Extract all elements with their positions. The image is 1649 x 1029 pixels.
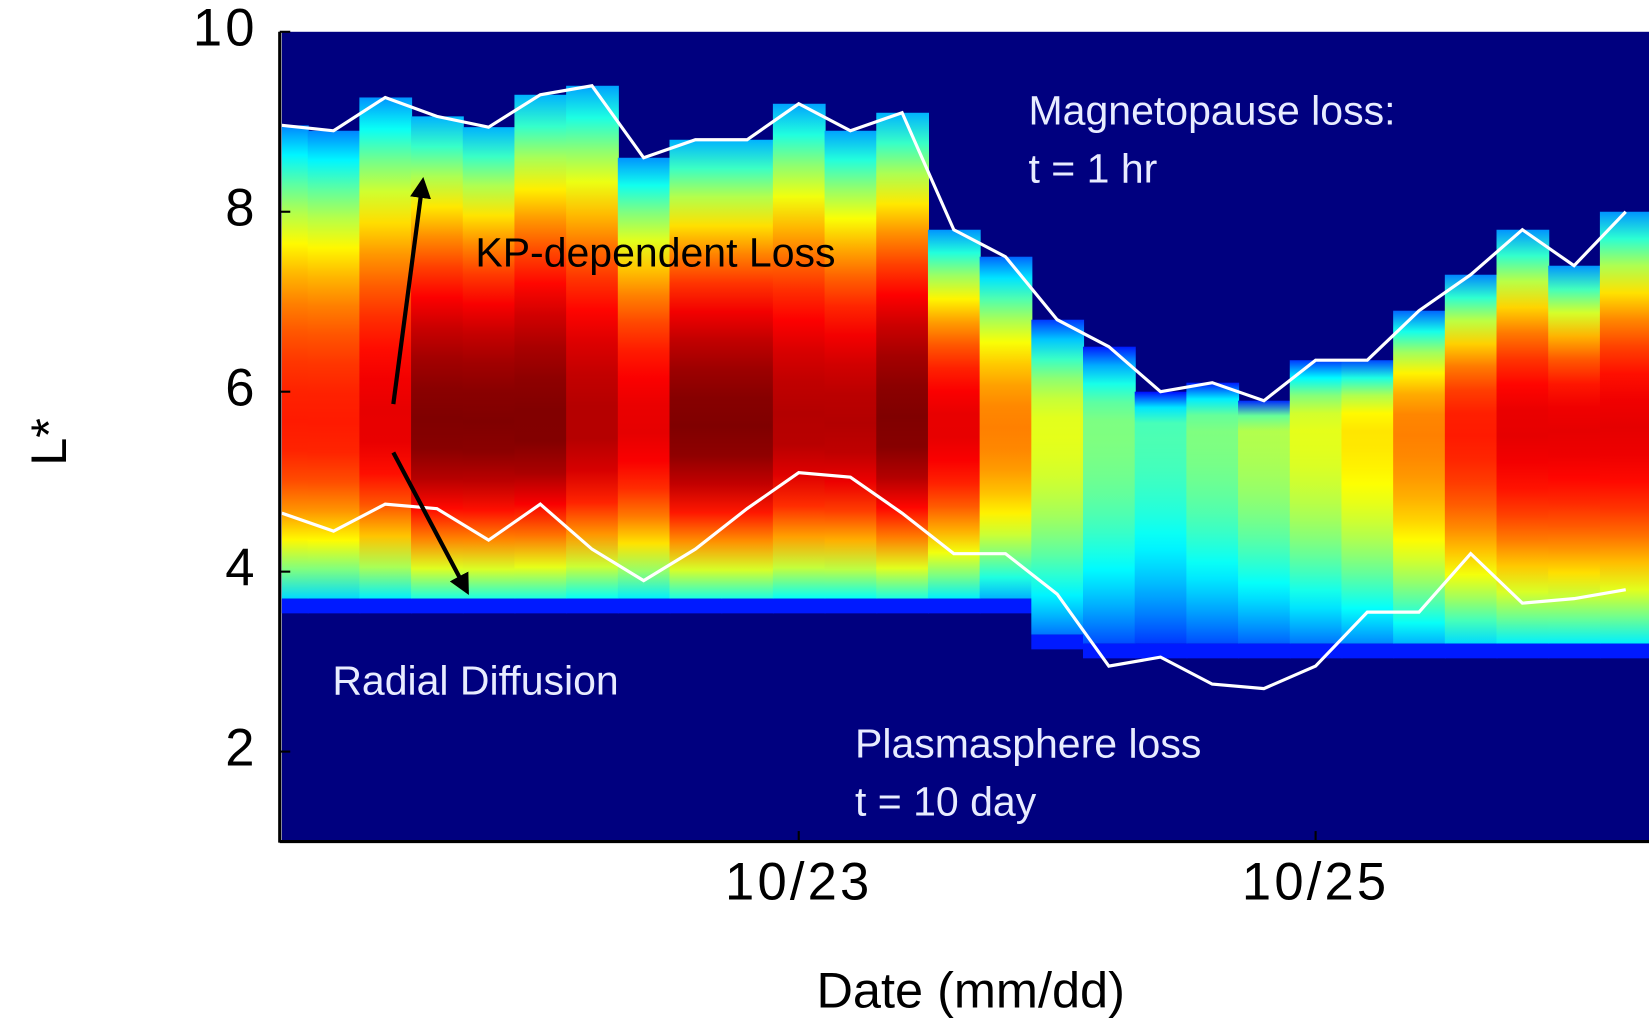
inner-edge-band: [307, 598, 361, 614]
heatmap-column: [1444, 274, 1498, 644]
inner-edge-band: [1393, 643, 1446, 659]
heatmap-column: [462, 127, 516, 599]
y-axis-label: L*: [20, 418, 77, 466]
inner-edge-band: [1341, 643, 1395, 659]
annotation: Plasmasphere loss: [855, 721, 1201, 767]
inner-edge-band: [617, 598, 671, 614]
annotation: KP-dependent Loss: [475, 230, 835, 276]
inner-edge-band: [411, 598, 464, 614]
inner-edge-band: [927, 598, 981, 614]
arrow: [391, 451, 469, 595]
heatmap-column: [1548, 265, 1601, 644]
annotation: t = 1 hr: [1029, 145, 1158, 191]
boundary-line: [281, 84, 1627, 403]
inner-edge-band: [721, 598, 774, 614]
heatmap-column: [1599, 211, 1649, 644]
inner-edge-band: [772, 598, 826, 614]
heatmap-column: [669, 139, 723, 599]
arrow: [391, 176, 431, 405]
y-tick-label: 6: [225, 359, 257, 418]
inner-edge-band: [1444, 643, 1498, 659]
heatmap-column: [566, 85, 619, 599]
inner-edge-band: [566, 598, 619, 614]
heatmap-column: [1496, 229, 1550, 644]
heatmap-column: [876, 112, 929, 599]
inner-edge-band: [1083, 643, 1136, 659]
heatmap-column: [1289, 360, 1343, 644]
inner-edge-band: [979, 598, 1033, 614]
inner-edge-band: [281, 598, 309, 614]
heatmap-column: [1341, 360, 1395, 644]
inner-edge-band: [1599, 643, 1649, 659]
heatmap-column: [514, 94, 568, 599]
inner-edge-band: [824, 598, 878, 614]
y-tick-label: 4: [225, 539, 257, 598]
annotation: t = 10 day: [855, 779, 1037, 825]
heatmap-column: [1083, 346, 1136, 644]
heatmap: [281, 85, 1649, 659]
heatmap-column: [824, 130, 878, 599]
x-tick-label: 10/25: [1242, 853, 1389, 912]
inner-edge-band: [1289, 643, 1343, 659]
inner-edge-band: [1186, 643, 1240, 659]
inner-edge-band: [1238, 643, 1291, 659]
heatmap-column: [721, 139, 774, 599]
inner-edge-band: [1496, 643, 1550, 659]
boundary-line: [281, 471, 1627, 691]
y-tick-label: 8: [225, 179, 257, 238]
annotation: Radial Diffusion: [332, 658, 618, 704]
inner-edge-band: [514, 598, 568, 614]
y-tick-label: 2: [225, 718, 257, 777]
inner-edge-band: [462, 598, 516, 614]
heatmap-column: [1134, 391, 1188, 644]
inner-edge-band: [1031, 634, 1085, 650]
inner-edge-band: [1548, 643, 1601, 659]
heatmap-column: [1393, 310, 1446, 644]
inner-edge-band: [876, 598, 929, 614]
heatmap-column: [1031, 319, 1085, 635]
heatmap-column: [359, 97, 413, 599]
heatmap-column: [411, 116, 464, 599]
inner-edge-band: [359, 598, 413, 614]
heatmap-column: [927, 229, 981, 599]
heatmap-column: [1238, 400, 1291, 644]
heatmap-column: [1186, 382, 1240, 644]
x-axis-label: Date (mm/dd): [816, 961, 1124, 1018]
heatmap-column: [307, 130, 361, 599]
inner-edge-band: [1134, 643, 1188, 659]
x-tick-label: 10/23: [725, 853, 872, 912]
annotation: Magnetopause loss:: [1029, 88, 1396, 134]
boundary-lines: [281, 84, 1627, 691]
heatmap-column: [772, 103, 826, 599]
inner-edge-band: [669, 598, 723, 614]
heatmap-column: [617, 157, 671, 599]
heatmap-column: [281, 125, 309, 599]
heatmap-column: [979, 256, 1033, 599]
y-tick-label: 10: [193, 0, 258, 58]
